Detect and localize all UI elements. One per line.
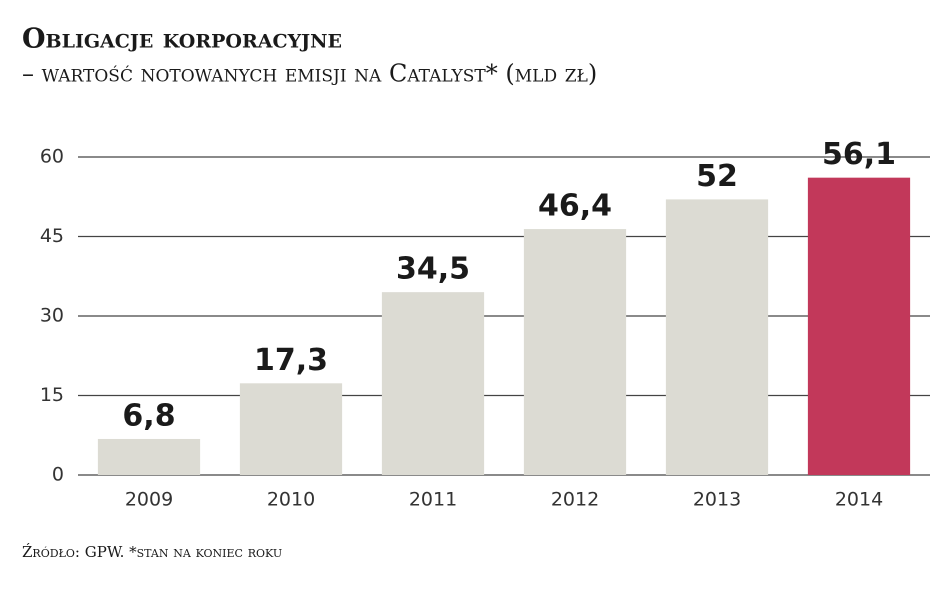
y-tick-label: 15 [40, 384, 64, 406]
value-label: 34,5 [396, 252, 470, 287]
x-tick-label: 2014 [835, 489, 883, 511]
y-tick-label: 30 [40, 305, 64, 327]
value-label: 52 [696, 159, 738, 194]
y-tick-label: 0 [52, 464, 64, 486]
x-tick-label: 2012 [551, 489, 599, 511]
bar [239, 383, 343, 475]
value-label: 46,4 [538, 189, 612, 224]
y-tick-label: 60 [40, 146, 64, 168]
bar [523, 229, 627, 475]
bar [381, 292, 485, 475]
x-tick-label: 2009 [125, 489, 173, 511]
y-tick-label: 45 [40, 225, 64, 247]
value-label: 17,3 [254, 343, 328, 378]
chart-title: Obligacje korporacyjne [22, 24, 342, 55]
value-label: 6,8 [122, 398, 175, 433]
x-tick-label: 2013 [693, 489, 741, 511]
bar [807, 177, 911, 476]
x-tick-label: 2010 [267, 489, 315, 511]
x-tick-label: 2011 [409, 489, 457, 511]
bar [665, 199, 769, 475]
bar [97, 438, 201, 475]
source-note: Źródło: GPW. *stan na koniec roku [22, 543, 282, 561]
chart-subtitle: – wartość notowanych emisji na Catalyst*… [22, 60, 597, 88]
value-label: 56,1 [822, 137, 896, 172]
